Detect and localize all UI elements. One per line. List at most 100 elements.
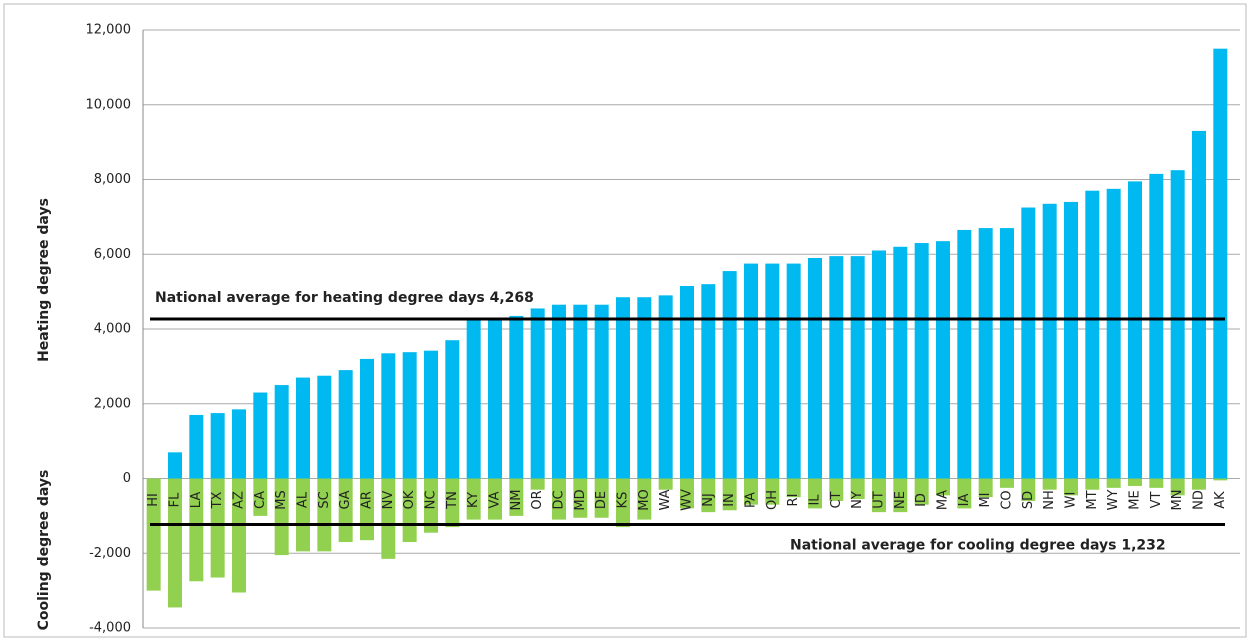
x-tick-label: DC bbox=[552, 490, 567, 509]
bar bbox=[424, 350, 438, 479]
bar bbox=[253, 478, 268, 516]
reference-label: National average for cooling degree days… bbox=[790, 538, 1166, 554]
bar bbox=[637, 478, 652, 520]
x-tick-label: LA bbox=[189, 492, 204, 509]
bar bbox=[552, 478, 566, 520]
bar bbox=[274, 385, 289, 479]
x-tick-label: MO bbox=[637, 489, 652, 510]
bar bbox=[402, 352, 417, 479]
bar bbox=[978, 228, 993, 479]
bar bbox=[317, 478, 332, 552]
bar bbox=[594, 304, 609, 479]
bar bbox=[978, 478, 993, 498]
bar bbox=[317, 375, 332, 479]
bar bbox=[765, 263, 780, 479]
bar bbox=[893, 478, 908, 513]
x-tick-label: NM bbox=[509, 490, 524, 511]
bar bbox=[914, 243, 929, 479]
bar bbox=[573, 478, 588, 518]
bar bbox=[744, 478, 758, 505]
x-tick-label: OK bbox=[402, 490, 417, 509]
x-tick-label: OH bbox=[765, 490, 780, 510]
x-tick-label: MA bbox=[936, 490, 951, 510]
x-tick-label: ND bbox=[1192, 490, 1207, 510]
bar bbox=[573, 304, 588, 479]
bar bbox=[232, 478, 246, 593]
bar bbox=[509, 315, 524, 479]
x-tick-label: AK bbox=[1213, 491, 1228, 509]
bar bbox=[424, 478, 438, 533]
bar bbox=[274, 478, 289, 556]
bar bbox=[210, 478, 225, 578]
bar bbox=[360, 358, 374, 479]
y-tick-label: 6,000 bbox=[94, 247, 131, 262]
bar bbox=[552, 304, 566, 479]
bar bbox=[1128, 478, 1142, 486]
x-tick-label: FL bbox=[168, 492, 183, 507]
bar bbox=[893, 246, 908, 479]
bar bbox=[658, 295, 673, 479]
bar bbox=[1192, 478, 1206, 490]
bar bbox=[1085, 478, 1100, 490]
x-tick-label: GA bbox=[338, 490, 353, 509]
y-tick-label: 2,000 bbox=[94, 396, 131, 411]
bar bbox=[509, 478, 524, 516]
bar bbox=[850, 256, 865, 479]
bar bbox=[1064, 201, 1078, 479]
bar bbox=[1000, 478, 1014, 488]
bar bbox=[872, 250, 886, 479]
bar bbox=[829, 478, 844, 501]
bar bbox=[744, 263, 758, 479]
y-axis-title-heating: Heating degree days bbox=[36, 198, 52, 362]
bar bbox=[829, 256, 844, 479]
y-axis-title-cooling: Cooling degree days bbox=[36, 470, 52, 631]
y-tick-label: 12,000 bbox=[86, 23, 132, 38]
x-tick-label: IN bbox=[722, 493, 737, 507]
bar bbox=[253, 392, 268, 479]
x-tick-label: SD bbox=[1021, 491, 1036, 509]
bar bbox=[488, 478, 502, 520]
bar bbox=[296, 478, 310, 552]
bar bbox=[1213, 48, 1228, 479]
chart-frame bbox=[3, 3, 1247, 638]
bar bbox=[1192, 130, 1206, 479]
bar bbox=[189, 414, 204, 479]
x-tick-label: NH bbox=[1042, 490, 1057, 510]
bar bbox=[722, 478, 737, 511]
x-tick-label: WA bbox=[658, 489, 673, 510]
bar bbox=[402, 478, 417, 543]
x-tick-label: TN bbox=[445, 491, 460, 510]
bar bbox=[1106, 188, 1121, 479]
bar bbox=[936, 241, 950, 479]
bar bbox=[701, 478, 716, 513]
bar bbox=[1149, 173, 1164, 479]
bar bbox=[1042, 203, 1057, 479]
bar bbox=[914, 478, 929, 505]
bar bbox=[1064, 478, 1078, 496]
bar bbox=[146, 478, 161, 591]
bar bbox=[1042, 478, 1057, 490]
bar bbox=[701, 284, 716, 479]
bar bbox=[808, 257, 822, 479]
x-tick-label: MN bbox=[1170, 490, 1185, 511]
y-tick-label: -2,000 bbox=[89, 546, 131, 561]
bar bbox=[232, 409, 246, 479]
bar bbox=[1170, 478, 1185, 496]
x-tick-label: CT bbox=[829, 491, 844, 508]
bar bbox=[957, 229, 972, 479]
x-tick-label: MS bbox=[274, 490, 289, 509]
x-tick-label: SC bbox=[317, 491, 332, 508]
x-tick-label: WV bbox=[680, 489, 695, 511]
y-tick-label: 10,000 bbox=[86, 97, 132, 112]
bar bbox=[658, 478, 673, 490]
bar bbox=[1021, 478, 1036, 501]
x-tick-label: MT bbox=[1085, 490, 1100, 509]
bar bbox=[445, 340, 460, 479]
x-tick-label: CO bbox=[1000, 490, 1015, 509]
x-tick-label: CA bbox=[253, 491, 268, 509]
bar bbox=[338, 478, 353, 543]
bar bbox=[1021, 207, 1036, 479]
bar bbox=[616, 478, 630, 528]
bar bbox=[765, 478, 780, 505]
